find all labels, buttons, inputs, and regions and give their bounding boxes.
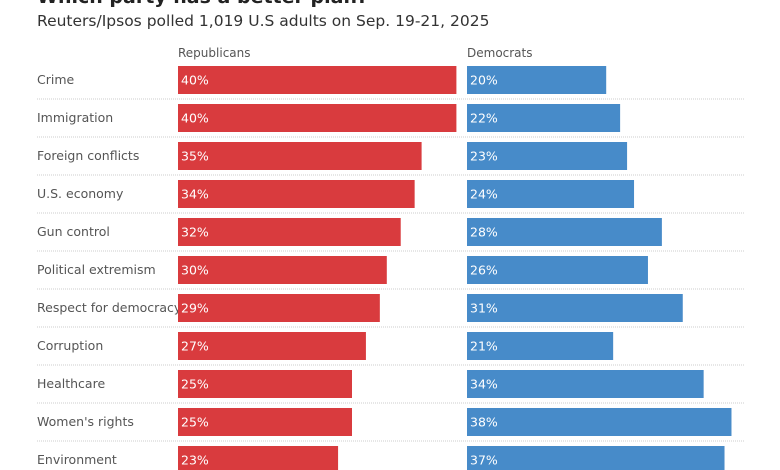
bar-republicans	[178, 446, 339, 470]
bar-democrats	[467, 408, 732, 436]
data-label: 23%	[470, 149, 498, 164]
category-label: Political extremism	[37, 262, 156, 277]
data-label: 40%	[181, 73, 209, 88]
data-label: 38%	[470, 415, 498, 430]
category-label: Environment	[37, 452, 117, 467]
bar-democrats	[467, 294, 683, 322]
data-label: 20%	[470, 73, 498, 88]
data-label: 22%	[470, 111, 498, 126]
data-label: 28%	[470, 225, 498, 240]
bar-republicans	[178, 180, 415, 208]
category-label: Healthcare	[37, 376, 105, 391]
data-label: 27%	[181, 339, 209, 354]
data-label: 25%	[181, 377, 209, 392]
category-label: Women's rights	[37, 414, 134, 429]
chart-title: Which party has a better plan?	[37, 0, 368, 8]
bar-republicans	[178, 142, 422, 170]
data-label: 23%	[181, 453, 209, 468]
category-label: Respect for democracy	[37, 300, 182, 315]
bar-democrats	[467, 256, 648, 284]
bar-democrats	[467, 66, 607, 94]
bar-democrats	[467, 142, 628, 170]
category-label: Corruption	[37, 338, 103, 353]
data-label: 26%	[470, 263, 498, 278]
category-label: Gun control	[37, 224, 110, 239]
legend-republicans: Republicans	[178, 46, 251, 60]
data-label: 29%	[181, 301, 209, 316]
data-label: 34%	[470, 377, 498, 392]
category-label: Immigration	[37, 110, 113, 125]
category-label: Foreign conflicts	[37, 148, 139, 163]
bar-republicans	[178, 370, 352, 398]
bar-democrats	[467, 180, 635, 208]
chart-subtitle: Reuters/Ipsos polled 1,019 U.S adults on…	[37, 12, 490, 30]
bar-democrats	[467, 218, 662, 246]
bar-republicans	[178, 66, 457, 94]
data-label: 25%	[181, 415, 209, 430]
bar-democrats	[467, 446, 725, 470]
bar-republicans	[178, 218, 401, 246]
data-label: 30%	[181, 263, 209, 278]
bar-democrats	[467, 332, 614, 360]
bar-democrats	[467, 370, 704, 398]
category-label: U.S. economy	[37, 186, 124, 201]
data-label: 31%	[470, 301, 498, 316]
bar-republicans	[178, 256, 387, 284]
bar-republicans	[178, 104, 457, 132]
data-label: 34%	[181, 187, 209, 202]
bar-republicans	[178, 332, 366, 360]
legend-democrats: Democrats	[467, 46, 533, 60]
data-label: 35%	[181, 149, 209, 164]
data-label: 40%	[181, 111, 209, 126]
data-label: 32%	[181, 225, 209, 240]
data-label: 37%	[470, 453, 498, 468]
bar-democrats	[467, 104, 621, 132]
bar-republicans	[178, 294, 380, 322]
category-label: Crime	[37, 72, 75, 87]
data-label: 24%	[470, 187, 498, 202]
bar-republicans	[178, 408, 352, 436]
data-label: 21%	[470, 339, 498, 354]
